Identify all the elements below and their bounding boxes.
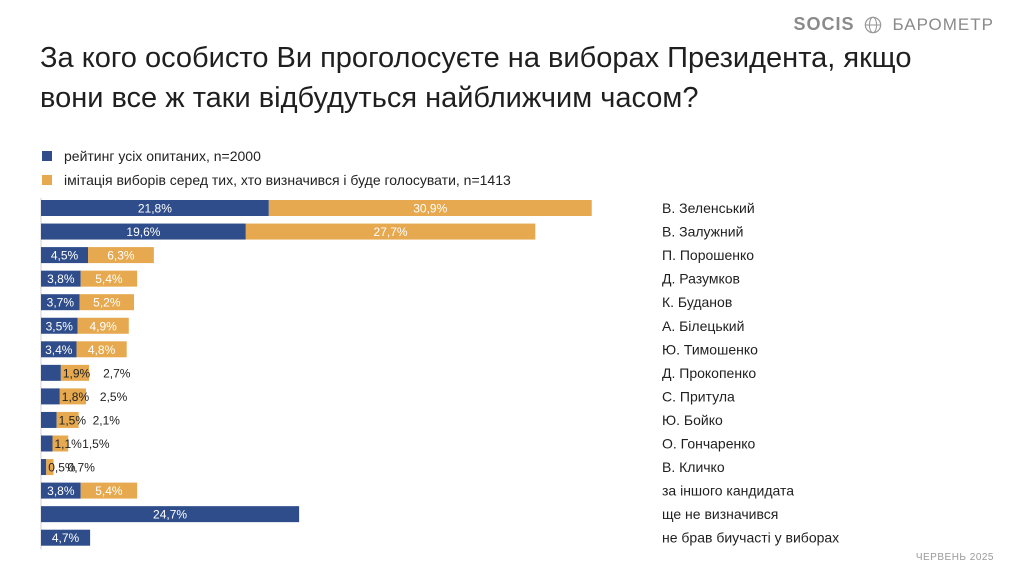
- bar-all-12: [41, 482, 81, 499]
- bar-all-6: [41, 341, 77, 358]
- data-label-decided-4: 5,2%: [93, 296, 121, 310]
- brand-header: SOCIS БАРОМЕТР: [793, 14, 994, 35]
- bar-all-2: [41, 247, 89, 264]
- brand-barometr: БАРОМЕТР: [892, 14, 994, 34]
- data-label-all-5: 3,5%: [46, 319, 74, 333]
- data-label-decided-7: 2,7%: [103, 366, 131, 380]
- data-label-all-0: 21,8%: [138, 202, 172, 216]
- bar-decided-9: [56, 411, 79, 428]
- category-label-5: А. Білецький: [662, 318, 744, 334]
- category-label-4: К. Буданов: [662, 294, 732, 310]
- bar-all-11: [41, 459, 47, 476]
- legend-item-all: рейтинг усіх опитаних, n=2000: [42, 148, 261, 164]
- data-label-all-3: 3,8%: [47, 272, 75, 286]
- bar-decided-12: [80, 482, 138, 499]
- bar-all-9: [41, 411, 57, 428]
- category-label-12: за іншого кандидата: [662, 483, 794, 499]
- category-label-0: В. Зеленський: [662, 200, 755, 216]
- data-label-decided-9: 2,1%: [93, 413, 121, 427]
- bar-all-8: [41, 388, 60, 405]
- bar-decided-4: [79, 294, 135, 311]
- data-label-all-12: 3,8%: [47, 484, 75, 498]
- bar-all-0: [41, 200, 269, 216]
- category-label-3: Д. Разумков: [662, 271, 740, 287]
- date-footer: ЧЕРВЕНЬ 2025: [915, 552, 994, 563]
- category-label-2: П. Порошенко: [662, 247, 754, 263]
- bar-all-5: [41, 317, 78, 334]
- brand-logo: SOCIS: [793, 14, 855, 34]
- data-label-all-6: 3,4%: [45, 343, 73, 357]
- data-label-decided-6: 4,8%: [88, 343, 116, 357]
- legend-label-decided: імітація виборів серед тих, хто визначив…: [64, 172, 511, 188]
- bar-decided-6: [76, 341, 127, 358]
- data-label-all-4: 3,7%: [47, 296, 75, 310]
- bar-decided-8: [59, 388, 86, 405]
- data-label-all-13: 24,7%: [153, 508, 187, 522]
- bar-decided-2: [88, 247, 154, 264]
- legend-swatch-decided: [42, 175, 52, 185]
- data-label-all-14: 4,7%: [52, 531, 80, 545]
- data-label-decided-2: 6,3%: [107, 249, 135, 263]
- data-label-decided-1: 27,7%: [374, 225, 408, 239]
- data-label-decided-0: 30,9%: [413, 202, 447, 216]
- bar-all-3: [41, 270, 81, 287]
- bar-all-4: [41, 294, 80, 311]
- category-label-11: В. Кличко: [662, 459, 725, 475]
- bar-all-7: [41, 364, 61, 381]
- category-label-9: Ю. Бойко: [662, 412, 723, 428]
- category-label-7: Д. Прокопенко: [662, 365, 756, 381]
- category-label-1: В. Залужний: [662, 224, 743, 240]
- legend-item-decided: імітація виборів серед тих, хто визначив…: [42, 172, 511, 188]
- bar-all-10: [41, 435, 53, 452]
- category-label-13: ще не визначився: [662, 506, 778, 522]
- legend-label-all: рейтинг усіх опитаних, n=2000: [64, 148, 261, 164]
- data-label-all-1: 19,6%: [126, 225, 160, 239]
- data-label-decided-11: 0,7%: [68, 461, 96, 475]
- bar-decided-7: [60, 364, 90, 381]
- category-label-14: не брав биучасті у виборах: [662, 530, 839, 546]
- bar-decided-0: [268, 200, 592, 216]
- category-label-8: С. Притула: [662, 388, 735, 404]
- bar-all-1: [41, 223, 246, 240]
- data-label-all-7: 1,9%: [63, 366, 91, 380]
- data-label-decided-8: 2,5%: [100, 390, 128, 404]
- data-label-all-2: 4,5%: [51, 249, 79, 263]
- data-label-decided-5: 4,9%: [89, 319, 117, 333]
- data-label-decided-10: 1,5%: [82, 437, 110, 451]
- data-label-all-9: 1,5%: [59, 413, 87, 427]
- bar-all-14: [41, 529, 91, 546]
- bar-all-13: [41, 506, 300, 523]
- bar-decided-5: [77, 317, 129, 334]
- data-label-all-8: 1,8%: [62, 390, 90, 404]
- legend-swatch-all: [42, 151, 52, 161]
- globe-icon: [865, 16, 882, 33]
- category-label-6: Ю. Тимошенко: [662, 341, 758, 357]
- page-title: За кого особисто Ви проголосуєте на вибо…: [40, 42, 912, 114]
- bar-decided-11: [46, 459, 54, 476]
- data-label-all-10: 1,1%: [54, 437, 82, 451]
- bar-decided-1: [245, 223, 536, 240]
- data-label-decided-12: 5,4%: [95, 484, 123, 498]
- data-label-decided-3: 5,4%: [95, 272, 123, 286]
- data-label-all-11: 0,5%: [48, 461, 76, 475]
- category-label-10: О. Гончаренко: [662, 436, 755, 452]
- bar-decided-3: [80, 270, 138, 287]
- bar-decided-10: [52, 435, 69, 452]
